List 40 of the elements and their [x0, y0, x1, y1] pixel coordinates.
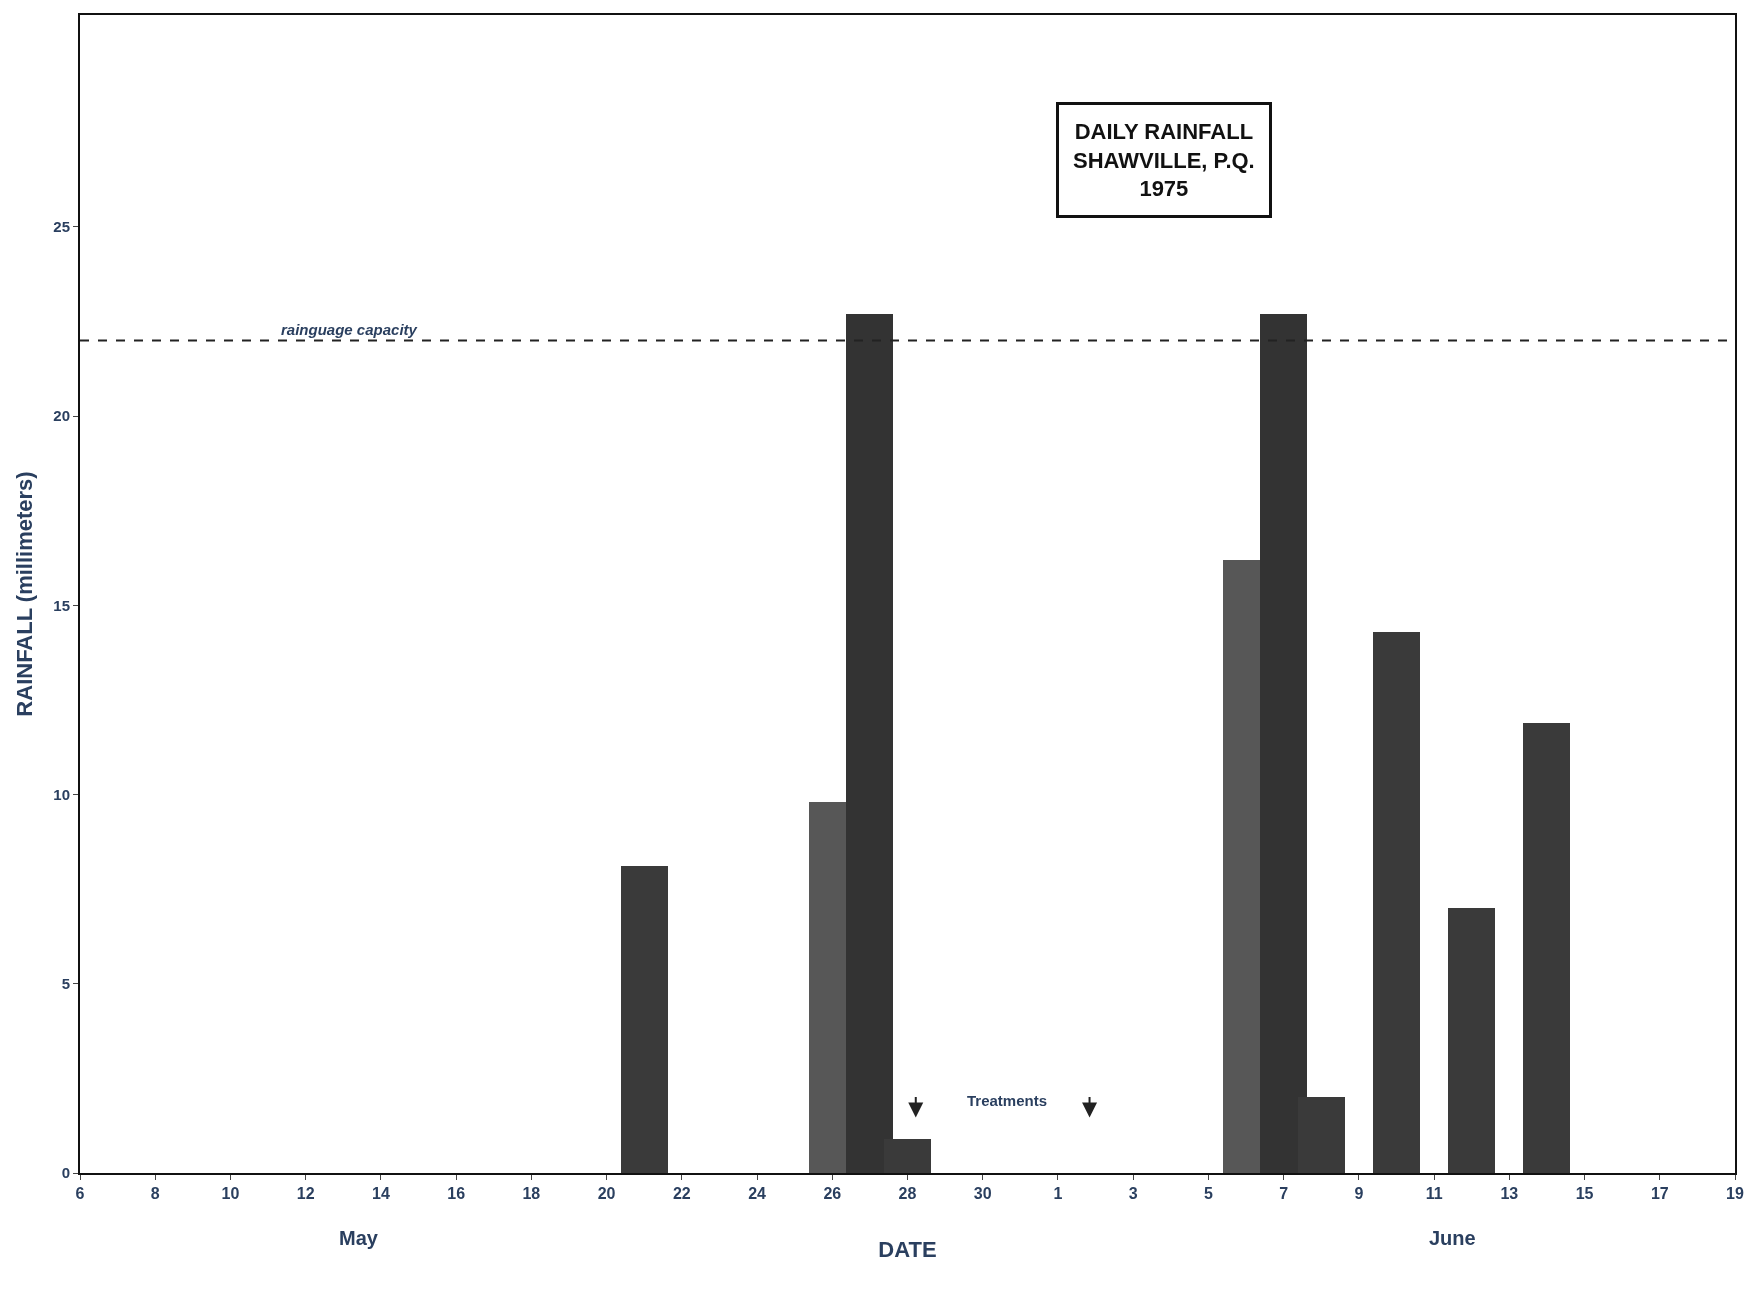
x-tick-label: 9 [1354, 1185, 1364, 1203]
text: DAILY RAINFALL SHAWVILLE, P.Q. 1975 [1073, 119, 1255, 202]
y-tick-label: 10 [53, 785, 70, 803]
x-tick-label: 14 [372, 1185, 390, 1203]
x-tick-label: 6 [75, 1185, 85, 1203]
x-tick-label: 1 [1053, 1185, 1063, 1203]
ref-line-label: rainguage capacity [281, 321, 418, 338]
x-tick-label: 26 [823, 1185, 842, 1203]
y-tick-label: 15 [53, 596, 70, 614]
y-tick-label: 0 [61, 1164, 70, 1182]
x-tick-label: 12 [296, 1185, 315, 1203]
x-tick-label: 19 [1726, 1185, 1744, 1203]
bar [621, 866, 668, 1173]
y-tick-label: 25 [53, 218, 70, 236]
annotation: Treatments [967, 1092, 1048, 1109]
y-tick-label: 20 [53, 407, 70, 425]
x-tick-label: 8 [150, 1185, 160, 1203]
x-tick-label: 18 [522, 1185, 541, 1203]
x-tick-label: 17 [1650, 1185, 1669, 1203]
y-tick-label: 5 [61, 975, 70, 993]
x-tick-label: 11 [1425, 1185, 1443, 1203]
y-axis-title: RAINFALL (millimeters) [11, 471, 37, 717]
x-tick-label: 7 [1279, 1185, 1289, 1203]
x-tick-label: 3 [1128, 1185, 1138, 1203]
text: May [339, 1227, 379, 1249]
x-tick-label: 5 [1203, 1185, 1213, 1203]
x-tick-label: 22 [672, 1185, 691, 1203]
x-tick-label: 13 [1500, 1185, 1519, 1203]
bar [1373, 632, 1420, 1173]
x-tick-label: 15 [1575, 1185, 1594, 1203]
x-tick-label: 30 [973, 1185, 992, 1203]
x-tick-label: 28 [898, 1185, 917, 1203]
x-tick-label: 16 [447, 1185, 466, 1203]
x-tick-label: 20 [597, 1185, 616, 1203]
text: June [1429, 1227, 1476, 1249]
bar [1523, 723, 1570, 1173]
x-tick-label: 10 [221, 1185, 240, 1203]
x-tick-label: 24 [748, 1185, 767, 1203]
x-axis-title: DATE [878, 1236, 937, 1262]
bar [1448, 908, 1495, 1173]
